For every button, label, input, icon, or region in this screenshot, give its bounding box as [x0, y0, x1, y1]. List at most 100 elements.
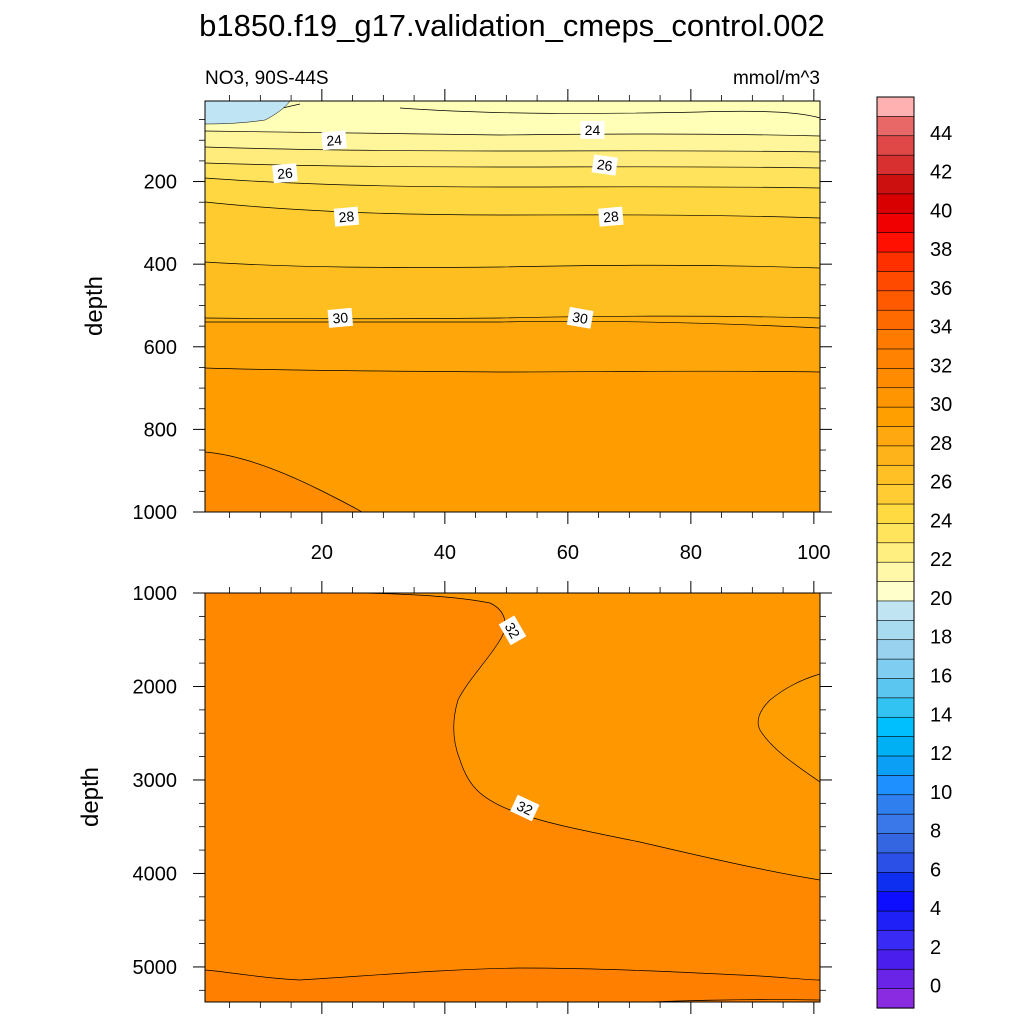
contour-label: 30 [327, 307, 354, 328]
colorbar-swatch [876, 872, 915, 893]
fill-band-26-27 [205, 178, 820, 218]
colorbar-swatch [876, 813, 915, 835]
y-tick-label: 5000 [133, 957, 178, 979]
colorbar-swatch [876, 387, 915, 408]
colorbar-swatch [876, 678, 915, 699]
colorbar-swatch [876, 406, 915, 428]
contour-label: 30 [566, 306, 594, 329]
colorbar-label: 40 [930, 200, 952, 222]
contour-line-32 [359, 593, 820, 881]
colorbar-swatch [876, 968, 915, 990]
fill-band-33-34 [205, 968, 820, 1002]
contour-label: 24 [321, 130, 347, 151]
colorbar-swatch [876, 368, 915, 389]
colorbar-label: 20 [930, 588, 952, 610]
contour-line-34 [649, 999, 820, 1002]
bottom-panel-frame [204, 592, 821, 1003]
colorbar-label: 30 [930, 394, 952, 416]
y-tick-label: 800 [144, 419, 177, 441]
colorbar-label: 36 [930, 278, 952, 300]
contour-label-text: 26 [596, 156, 614, 174]
fill-band-24-25 [205, 147, 820, 168]
colorbar-swatch [876, 96, 915, 117]
contour-line-29 [205, 315, 820, 320]
colorbar-swatch [876, 600, 915, 621]
contour-label: 24 [580, 120, 605, 139]
colorbar-swatch [876, 794, 915, 815]
colorbar: 0246810121416182022242628303234363840424… [876, 96, 952, 1009]
colorbar-label: 8 [930, 821, 941, 843]
y-tick-label: 2000 [133, 676, 178, 698]
units-label: mmol/m^3 [733, 68, 820, 89]
colorbar-frame [876, 96, 915, 1009]
contour-label: 28 [333, 206, 360, 227]
contour-label-bg [272, 163, 298, 184]
x-tick-label: 40 [434, 542, 456, 564]
top-panel-contours [205, 103, 820, 512]
top-y-axis-label: depth [81, 276, 108, 336]
fill-band-27-28 [205, 202, 820, 268]
contour-label-bg [580, 120, 605, 139]
colorbar-label: 2 [930, 937, 941, 959]
colorbar-swatch [876, 716, 915, 738]
fill-band-31-32 [205, 368, 820, 512]
x-tick-label: 80 [680, 542, 702, 564]
y-tick-label: 3000 [133, 770, 178, 792]
colorbar-label: 44 [930, 123, 952, 145]
x-tick-label: 60 [557, 542, 579, 564]
contour-line-31 [205, 367, 820, 373]
contour-label-bg [327, 307, 354, 328]
bottom-panel-contours [205, 593, 820, 1002]
top-panel: 20 40 60 80 100 200 400 600 800 1000 24 24 26 26 28 28… [133, 89, 832, 564]
contour-label-bg [510, 794, 540, 822]
colorbar-label: 10 [930, 782, 952, 804]
colorbar-swatch [876, 445, 915, 466]
top-panel-ticks: 20 40 60 80 100 200 400 600 800 1000 [133, 89, 832, 564]
low-value-patch [205, 101, 291, 125]
fill-band-31-32 [360, 593, 820, 880]
bottom-y-axis-label: depth [77, 767, 104, 827]
fill-band-30-31 [758, 674, 820, 782]
y-tick-label: 4000 [133, 863, 178, 885]
colorbar-swatch [876, 852, 915, 873]
colorbar-swatch [876, 755, 915, 777]
colorbar-swatch [876, 116, 915, 137]
colorbar-swatch [876, 251, 915, 273]
contour-label-text: 28 [602, 208, 619, 225]
fill-band-23-24 [205, 131, 820, 152]
bottom-panel-fills [205, 593, 820, 1002]
contour-line-27 [205, 201, 820, 219]
top-panel-frame [204, 100, 821, 513]
contour-line-33 [205, 967, 820, 981]
fill-band-28-29 [205, 262, 820, 319]
colorbar-swatch [876, 154, 915, 176]
colorbar-swatch [876, 561, 915, 583]
contour-label-text: 24 [326, 132, 343, 149]
colorbar-swatch [876, 988, 915, 1009]
colorbar-swatch [876, 639, 915, 660]
colorbar-swatch [876, 348, 915, 369]
top-panel-contour-labels: 24 24 26 26 28 28 30 30 [272, 120, 624, 329]
colorbar-swatch [876, 930, 915, 951]
colorbar-label: 14 [930, 704, 952, 726]
contour-label-text: 24 [585, 122, 601, 138]
fill-band-25-26 [205, 163, 820, 188]
colorbar-swatch [876, 484, 915, 505]
colorbar-swatch [876, 503, 915, 525]
y-tick-label: 600 [144, 337, 177, 359]
colorbar-label: 32 [930, 355, 952, 377]
colorbar-swatch [876, 949, 915, 970]
contour-label-text: 26 [276, 165, 293, 182]
fill-band-30-31 [205, 321, 820, 372]
colorbar-label: 42 [930, 162, 952, 184]
colorbar-label: 28 [930, 433, 952, 455]
fill-band-32-33 [205, 452, 362, 512]
colorbar-swatch [876, 581, 915, 602]
contour-line-31 [757, 673, 820, 783]
contour-label-bg [566, 306, 594, 329]
x-tick-label: 20 [311, 542, 333, 564]
contour-label-text: 32 [502, 620, 524, 642]
fill-band-22-23 [205, 101, 820, 136]
contour-line-26 [205, 177, 820, 189]
